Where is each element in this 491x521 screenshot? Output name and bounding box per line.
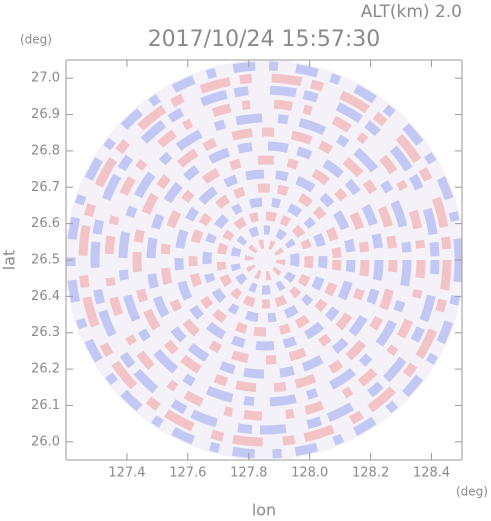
y-tick-label: 26.6	[31, 216, 60, 231]
y-tick-label: 26.5	[31, 253, 60, 268]
y-tick-label: 27.0	[31, 71, 60, 86]
x-tick-label: 127.6	[169, 466, 206, 481]
y-tick-label: 26.2	[31, 362, 60, 377]
y-tick-label: 26.7	[31, 180, 60, 195]
x-tick-label: 127.8	[230, 466, 267, 481]
x-axis-label: lon	[252, 501, 276, 520]
y-tick-label: 26.8	[31, 143, 60, 158]
y-tick-label: 26.1	[31, 398, 60, 413]
annotation: ALT(km) 2.0	[361, 2, 462, 22]
chart-title: 2017/10/24 15:57:30	[148, 27, 381, 52]
x-unit: (deg)	[456, 485, 488, 499]
y-tick-label: 26.0	[31, 434, 60, 449]
y-axis-label: lat	[0, 250, 19, 271]
x-tick-label: 128.4	[413, 466, 450, 481]
y-tick-label: 26.3	[31, 325, 60, 340]
y-unit: (deg)	[20, 33, 52, 47]
y-tick-label: 26.9	[31, 107, 60, 122]
x-tick-label: 128.2	[352, 466, 389, 481]
y-tick-label: 26.4	[31, 289, 60, 304]
x-tick-label: 127.4	[108, 466, 145, 481]
x-tick-label: 128.0	[291, 466, 328, 481]
radar-field	[66, 60, 462, 460]
